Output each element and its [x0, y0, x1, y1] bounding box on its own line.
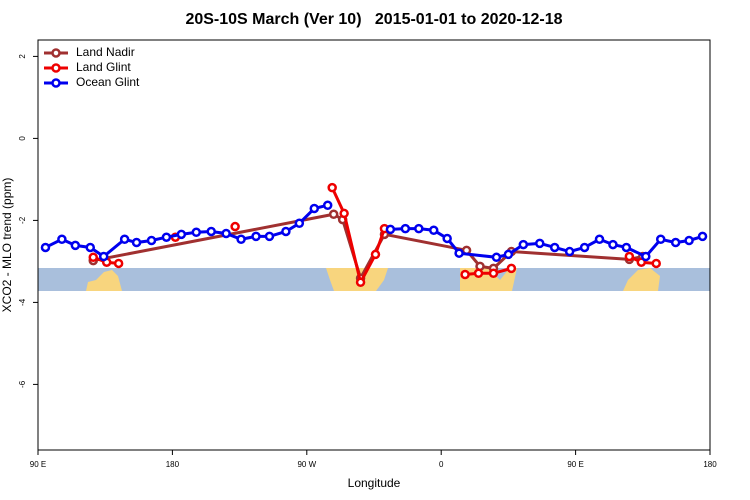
point [98, 251, 109, 262]
chart-title: 20S-10S March (Ver 10) 2015-01-01 to 202… [185, 11, 562, 28]
point [518, 239, 529, 250]
point [621, 242, 632, 253]
x-tick-label: 180 [703, 460, 717, 469]
point [428, 225, 439, 235]
point [608, 239, 618, 250]
point [264, 231, 275, 242]
point [206, 226, 216, 237]
point [40, 242, 51, 253]
y-tick-label: -4 [18, 298, 27, 306]
point [355, 277, 366, 288]
point [230, 221, 240, 232]
legend-label: Land Glint [76, 60, 131, 74]
point [146, 235, 157, 246]
point [57, 234, 67, 245]
point [322, 200, 333, 210]
point [491, 252, 502, 263]
point [684, 235, 694, 246]
point [594, 234, 605, 245]
point [236, 234, 246, 245]
point [549, 242, 560, 253]
y-axis-label: XCO2 - MLO trend (ppm) [0, 178, 14, 313]
point [641, 251, 651, 262]
x-tick-label: 90 E [567, 460, 583, 469]
y-tick-label: 2 [18, 54, 27, 59]
point [176, 229, 187, 240]
plot-frame [37, 39, 711, 451]
point [460, 269, 470, 280]
point [636, 257, 647, 267]
y-tick-label: -6 [18, 380, 27, 388]
point [655, 234, 666, 245]
land [623, 268, 660, 291]
point [294, 218, 305, 229]
point [506, 263, 517, 274]
point [670, 237, 681, 248]
x-axis-label: Longitude [348, 476, 401, 490]
x-tick-label: 90 W [297, 460, 316, 469]
point [473, 268, 484, 279]
y-tick-label: -2 [18, 216, 27, 224]
point [651, 258, 661, 269]
point [221, 228, 231, 239]
legend-label: Land Nadir [76, 45, 135, 59]
point [370, 249, 381, 260]
point [131, 237, 142, 248]
point [414, 223, 424, 234]
point [697, 231, 708, 242]
point [88, 252, 99, 263]
point [251, 231, 261, 242]
point [281, 226, 291, 237]
point [535, 238, 545, 249]
point [191, 227, 202, 238]
point [624, 251, 635, 262]
point [579, 242, 590, 253]
x-tick-label: 180 [166, 460, 180, 469]
point [70, 240, 81, 251]
point [119, 234, 130, 245]
point [328, 209, 339, 219]
point [385, 224, 396, 235]
point [339, 208, 349, 219]
x-tick-label: 0 [439, 460, 444, 469]
y-tick-label: 0 [18, 136, 27, 141]
point [327, 182, 337, 193]
legend-marker [51, 78, 61, 88]
point [113, 258, 124, 269]
point [564, 246, 575, 257]
point [85, 242, 96, 253]
point [503, 249, 514, 260]
point [309, 203, 320, 214]
point [488, 268, 499, 279]
point [400, 223, 411, 234]
point [442, 233, 452, 244]
legend-label: Ocean Glint [76, 75, 140, 89]
point [454, 248, 464, 258]
map-strip [38, 268, 710, 291]
legend-marker [51, 48, 61, 58]
land [86, 270, 122, 291]
x-tick-label: 90 E [30, 460, 46, 469]
legend-marker [51, 63, 61, 73]
point [161, 232, 172, 242]
